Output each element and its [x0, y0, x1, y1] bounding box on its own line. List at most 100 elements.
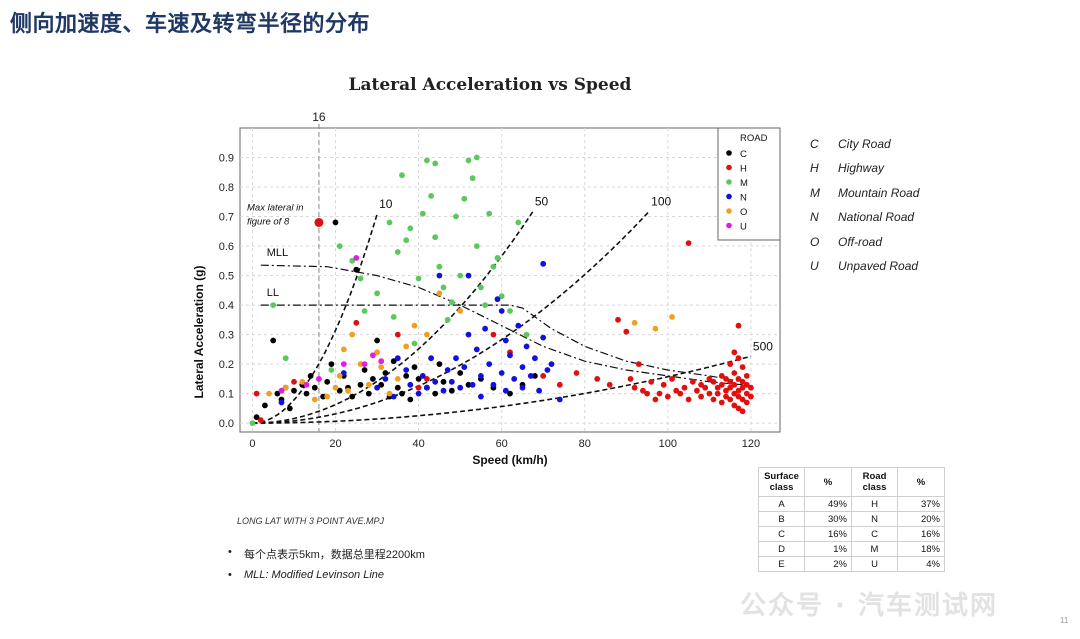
data-point: [714, 384, 721, 391]
data-point: [723, 376, 729, 382]
y-tick-label: 0.9: [219, 153, 234, 165]
turn-radius-curve: [252, 355, 752, 424]
data-point: [257, 417, 264, 424]
data-point: [374, 349, 380, 356]
data-point: [291, 387, 297, 394]
data-point: [394, 376, 401, 382]
data-point: [739, 396, 746, 403]
data-point: [669, 314, 675, 320]
max-lateral-annotation: figure of 8: [247, 216, 290, 227]
road-legend-item: H Highway: [810, 161, 919, 185]
legend-label: U: [740, 222, 747, 233]
data-point: [548, 361, 555, 367]
data-point: [507, 352, 513, 359]
note-text: 每个点表示5km，数据总里程2200km: [244, 549, 425, 561]
max-lateral-annotation: Max lateral in: [247, 202, 304, 213]
data-point: [378, 358, 385, 365]
data-point: [266, 390, 272, 397]
table-cell: 30%: [804, 511, 852, 527]
table-cell: B: [758, 511, 805, 527]
table-header-road-class: Road class: [851, 467, 898, 497]
data-point: [727, 378, 734, 385]
data-point: [390, 358, 397, 365]
data-point: [361, 367, 368, 373]
data-point: [432, 234, 439, 241]
data-point: [345, 387, 351, 394]
data-point: [320, 393, 326, 400]
data-point: [478, 393, 484, 400]
data-point: [473, 346, 480, 353]
road-legend-code: U: [810, 258, 819, 273]
table-cell: 2%: [804, 556, 852, 572]
data-point: [282, 384, 289, 391]
data-point: [374, 384, 380, 391]
data-point: [278, 399, 285, 406]
legend-label: C: [740, 149, 747, 160]
road-legend-code: O: [810, 234, 820, 249]
table-header-percent: %: [804, 467, 852, 497]
data-point: [743, 399, 750, 406]
turn-radius-curve: [252, 213, 378, 424]
data-point: [660, 381, 667, 388]
data-point: [411, 322, 418, 329]
data-point: [748, 384, 754, 391]
data-point: [540, 260, 547, 267]
data-point: [444, 367, 451, 373]
data-point: [486, 210, 493, 217]
data-point: [731, 349, 738, 356]
turn-radius-curve: [252, 210, 650, 424]
data-point: [249, 420, 256, 426]
data-point: [457, 384, 464, 391]
turn-radius-curve: [252, 211, 534, 424]
table-cell: U: [851, 556, 898, 572]
road-legend-name: City Road: [838, 137, 891, 151]
data-point: [515, 322, 522, 329]
data-point: [403, 367, 410, 373]
x-tick-label: 40: [412, 438, 424, 450]
data-point: [498, 293, 505, 300]
data-point: [698, 381, 704, 388]
data-point: [689, 378, 696, 385]
data-point: [640, 387, 646, 394]
data-point: [403, 373, 410, 379]
data-point: [482, 325, 488, 332]
y-tick-label: 0.7: [219, 212, 234, 224]
data-point: [436, 290, 443, 297]
data-point: [735, 405, 742, 412]
table-cell: 18%: [897, 541, 945, 557]
data-point: [274, 390, 281, 397]
data-point: [498, 370, 505, 376]
data-point: [424, 331, 430, 338]
x-tick-label: 60: [496, 438, 508, 450]
data-point: [432, 390, 439, 397]
legend-label: H: [740, 164, 747, 175]
data-point: [303, 381, 310, 388]
data-point: [536, 387, 542, 394]
table-cell: 16%: [897, 526, 945, 542]
data-point: [710, 396, 717, 403]
limit-line-label: MLL: [267, 247, 288, 259]
data-point: [424, 376, 430, 382]
road-legend-name: Unpaved Road: [838, 258, 919, 273]
x-tick-label: 120: [742, 438, 760, 450]
series-C: [253, 219, 538, 421]
data-point: [453, 213, 459, 220]
data-point: [286, 405, 293, 412]
turn-radius-label: 100: [651, 194, 671, 208]
data-point: [507, 390, 513, 397]
data-point: [739, 364, 746, 370]
legend-marker: [726, 164, 732, 171]
data-point: [262, 402, 268, 409]
note-text: MLL: Modified Levinson Line: [244, 569, 385, 581]
data-point: [448, 387, 455, 394]
data-point: [743, 381, 750, 388]
data-point: [370, 352, 376, 359]
data-point: [735, 376, 742, 382]
legend-label: O: [740, 207, 747, 218]
data-point: [486, 361, 493, 367]
data-point: [615, 316, 621, 323]
data-point: [324, 393, 331, 400]
data-point: [669, 376, 675, 382]
data-point: [436, 263, 443, 270]
road-legend-item: N National Road: [810, 210, 919, 234]
